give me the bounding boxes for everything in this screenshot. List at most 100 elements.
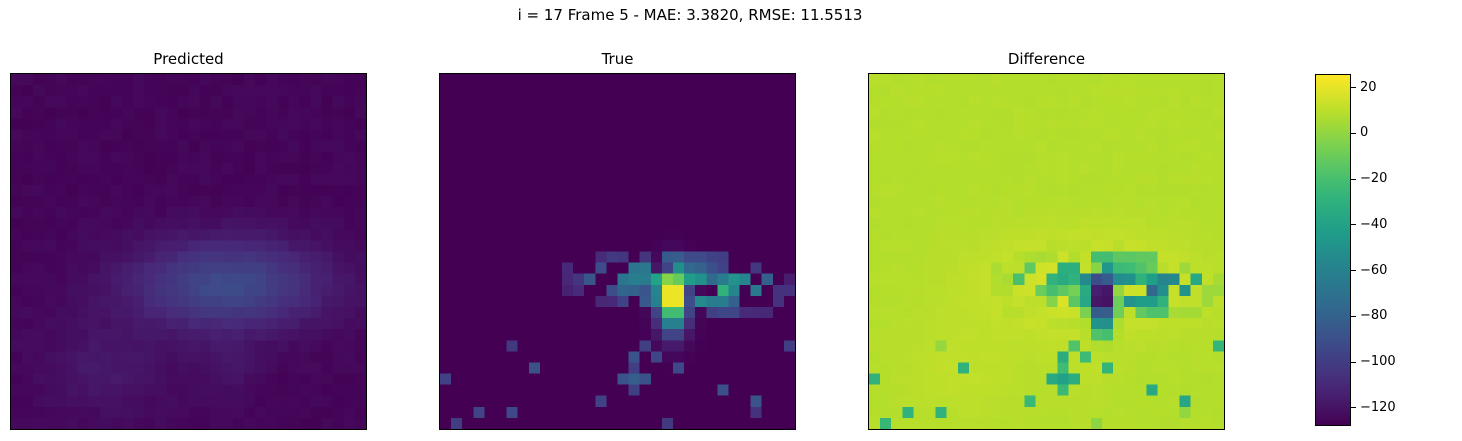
true-cell [761, 384, 774, 396]
predicted-cell [199, 96, 211, 108]
predicted-cell [110, 273, 123, 286]
predicted-cell [55, 384, 67, 396]
difference-cell [935, 229, 947, 241]
difference-cell [957, 173, 970, 186]
difference-cell [1057, 173, 1069, 186]
predicted-cell [144, 273, 156, 286]
true-cell [606, 85, 618, 97]
predicted-cell [144, 207, 156, 219]
predicted-cell [266, 207, 278, 219]
predicted-cell [221, 306, 234, 319]
predicted-cell [321, 384, 333, 396]
predicted-cell [288, 351, 300, 363]
true-cell [706, 406, 718, 419]
predicted-cell [55, 340, 67, 352]
true-cell [562, 96, 574, 108]
difference-cell [1113, 129, 1125, 141]
predicted-cell [255, 329, 267, 341]
difference-cell [957, 118, 970, 130]
true-cell [728, 207, 740, 219]
difference-cell [913, 85, 925, 97]
difference-cell [1079, 273, 1092, 286]
true-cell [495, 251, 507, 263]
true-cell [661, 207, 674, 219]
difference-cell [880, 251, 892, 263]
true-cell [440, 251, 452, 263]
true-cell [573, 184, 585, 197]
predicted-cell [33, 240, 45, 252]
true-cell [451, 306, 463, 319]
difference-cell [913, 151, 925, 163]
predicted-cell [22, 406, 34, 419]
true-cell [661, 96, 674, 108]
difference-cell [1079, 395, 1092, 408]
predicted-cell [133, 162, 145, 175]
difference-cell [991, 329, 1003, 341]
true-cell [506, 373, 518, 385]
true-cell [528, 295, 541, 308]
predicted-cell [243, 351, 256, 363]
predicted-cell [288, 262, 300, 274]
true-cell [684, 85, 696, 97]
true-cell [517, 107, 529, 119]
true-cell [717, 284, 729, 297]
difference-cell [1135, 406, 1147, 419]
difference-cell [1201, 417, 1214, 429]
difference-cell [1113, 284, 1125, 297]
difference-cell [880, 151, 892, 163]
true-cell [695, 96, 707, 108]
true-cell [628, 207, 640, 219]
true-cell [440, 340, 452, 352]
predicted-cell [299, 184, 311, 197]
predicted-cell [332, 218, 345, 230]
predicted-cell [221, 184, 234, 197]
predicted-cell [210, 151, 223, 163]
difference-cell [1135, 196, 1147, 208]
true-cell [595, 118, 607, 130]
predicted-cell [155, 218, 167, 230]
predicted-cell [354, 240, 366, 252]
difference-cell [869, 384, 881, 396]
true-cell [550, 351, 563, 363]
predicted-cell [133, 284, 145, 297]
predicted-cell [99, 196, 112, 208]
difference-cell [1135, 284, 1147, 297]
difference-cell [1201, 173, 1214, 186]
difference-cell [1212, 395, 1224, 408]
difference-cell [1146, 207, 1158, 219]
true-cell [617, 229, 629, 241]
predicted-cell [343, 318, 356, 330]
difference-cell [1168, 218, 1180, 230]
predicted-cell [243, 96, 256, 108]
predicted-cell [210, 140, 223, 152]
true-cell [484, 129, 496, 141]
difference-cell [946, 74, 958, 86]
difference-cell [1002, 373, 1014, 385]
difference-cell [1057, 118, 1069, 130]
difference-cell [1002, 140, 1014, 152]
predicted-cell [155, 262, 167, 274]
difference-cell [1212, 417, 1224, 429]
difference-cell [1046, 351, 1058, 363]
difference-cell [946, 196, 958, 208]
difference-cell [968, 173, 981, 186]
predicted-cell [11, 384, 23, 396]
predicted-cell [332, 129, 345, 141]
predicted-cell [343, 129, 356, 141]
true-cell [684, 340, 696, 352]
difference-cell [991, 373, 1003, 385]
predicted-cell [277, 207, 289, 219]
predicted-cell [299, 306, 311, 319]
true-cell [528, 273, 541, 286]
predicted-cell [121, 229, 134, 241]
difference-cell [968, 96, 981, 108]
true-cell [639, 74, 652, 86]
predicted-cell [255, 85, 267, 97]
true-cell [695, 207, 707, 219]
difference-cell [1124, 118, 1136, 130]
difference-cell [1090, 129, 1103, 141]
difference-cell [1113, 184, 1125, 197]
predicted-cell [144, 340, 156, 352]
predicted-cell [210, 129, 223, 141]
difference-cell [935, 262, 947, 274]
